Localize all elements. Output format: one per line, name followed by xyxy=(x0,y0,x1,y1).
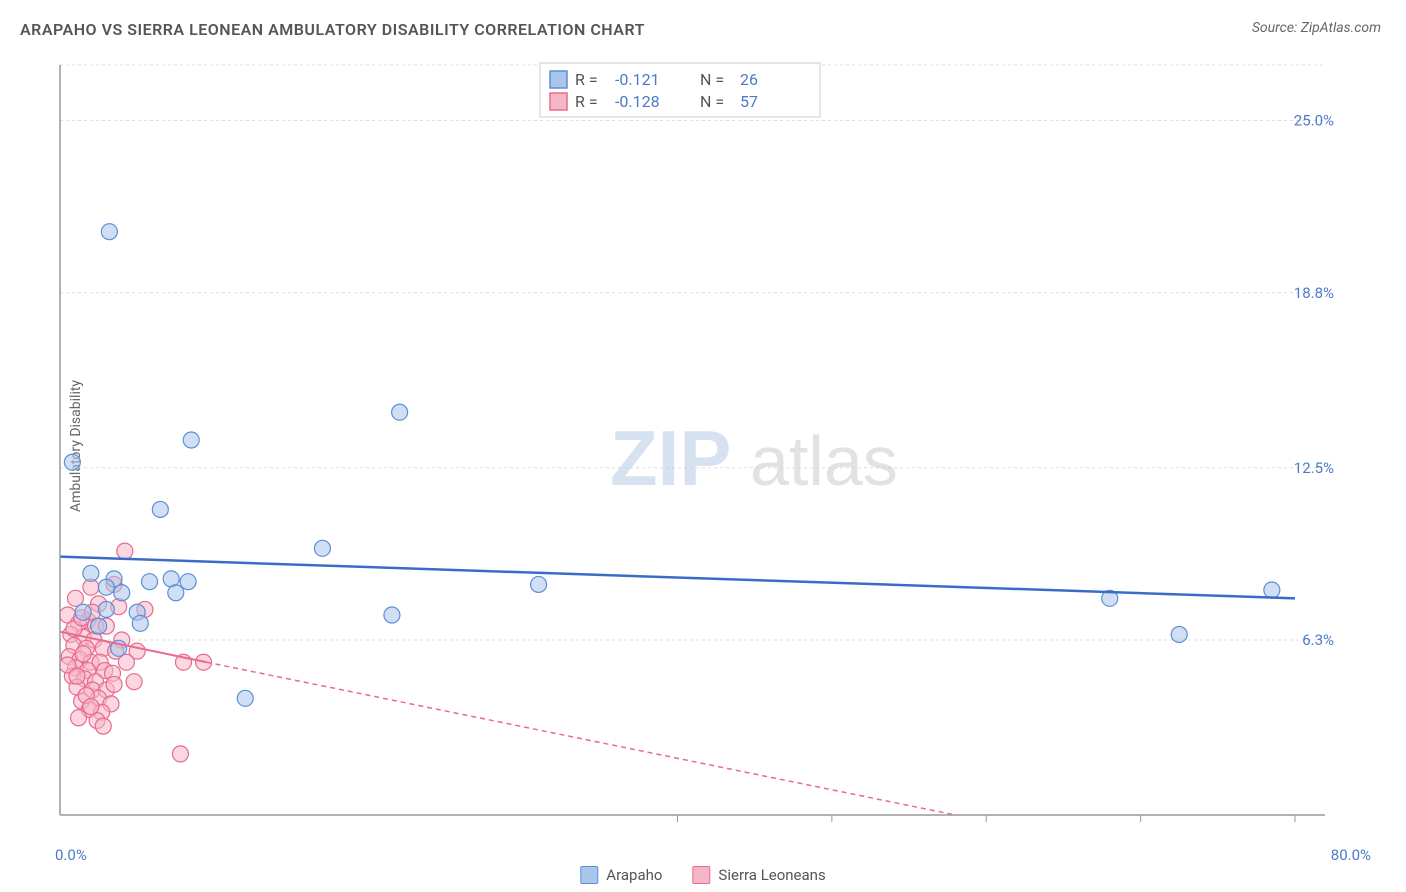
data-point-sierra xyxy=(117,543,133,559)
xtick-max-label: 80.0% xyxy=(1331,846,1371,864)
legend-swatch-pink-icon xyxy=(550,93,567,110)
chart-container: ARAPAHO VS SIERRA LEONEAN AMBULATORY DIS… xyxy=(0,0,1406,892)
scatter-plot-svg: ZIPatlas 6.3% 12.5% 18.8% 25.0% R = -0.121 N =… xyxy=(50,55,1340,835)
data-point-arapaho xyxy=(183,432,199,448)
plot-area: ZIPatlas 6.3% 12.5% 18.8% 25.0% R = -0.121 N =… xyxy=(50,55,1340,835)
data-point-sierra xyxy=(71,710,87,726)
legend-label-arapaho: Arapaho xyxy=(606,866,662,884)
legend-R-label: R = xyxy=(575,70,598,89)
chart-title: ARAPAHO VS SIERRA LEONEAN AMBULATORY DIS… xyxy=(20,20,645,39)
legend-N-label: N = xyxy=(700,70,724,89)
data-point-arapaho xyxy=(384,607,400,623)
ytick-label: 12.5% xyxy=(1294,459,1334,477)
data-point-sierra xyxy=(75,646,91,662)
data-point-arapaho xyxy=(237,690,253,706)
data-point-arapaho xyxy=(98,601,114,617)
data-point-sierra xyxy=(106,676,122,692)
data-point-sierra xyxy=(83,699,99,715)
data-point-sierra xyxy=(95,718,111,734)
legend-R-arapaho: -0.121 xyxy=(615,70,660,89)
legend-item-sierra: Sierra Leoneans xyxy=(692,866,825,884)
data-point-arapaho xyxy=(392,404,408,420)
xtick-min-label: 0.0% xyxy=(55,846,87,864)
trendline-arapaho xyxy=(60,557,1295,599)
svg-text:atlas: atlas xyxy=(750,422,898,500)
legend-N-sierra: 57 xyxy=(740,92,758,111)
legend-R-label: R = xyxy=(575,92,598,111)
ytick-label: 25.0% xyxy=(1294,112,1334,130)
ytick-label: 6.3% xyxy=(1302,631,1334,649)
legend-swatch-pink xyxy=(692,866,710,884)
data-point-arapaho xyxy=(91,618,107,634)
legend-R-sierra: -0.128 xyxy=(615,92,660,111)
data-point-arapaho xyxy=(314,540,330,556)
trendline-sierra-dashed xyxy=(207,662,956,815)
data-point-arapaho xyxy=(132,615,148,631)
source-attribution: Source: ZipAtlas.com xyxy=(1252,20,1381,36)
data-point-arapaho xyxy=(64,454,80,470)
legend-swatch-blue xyxy=(580,866,598,884)
data-point-arapaho xyxy=(101,224,117,240)
data-point-arapaho xyxy=(152,501,168,517)
data-point-arapaho xyxy=(75,604,91,620)
data-point-arapaho xyxy=(114,585,130,601)
bottom-legend: Arapaho Sierra Leoneans xyxy=(580,866,825,884)
data-point-sierra xyxy=(69,668,85,684)
data-point-arapaho xyxy=(83,565,99,581)
data-point-arapaho xyxy=(142,574,158,590)
ytick-label: 18.8% xyxy=(1294,284,1334,302)
data-point-sierra xyxy=(126,674,142,690)
data-point-arapaho xyxy=(180,574,196,590)
data-point-arapaho xyxy=(98,579,114,595)
data-point-sierra xyxy=(172,746,188,762)
svg-text:ZIP: ZIP xyxy=(610,414,731,502)
data-point-arapaho xyxy=(168,585,184,601)
legend-swatch-blue-icon xyxy=(550,71,567,88)
data-point-arapaho xyxy=(531,576,547,592)
data-point-arapaho xyxy=(1171,626,1187,642)
data-point-arapaho xyxy=(1264,582,1280,598)
legend-N-label: N = xyxy=(700,92,724,111)
legend-item-arapaho: Arapaho xyxy=(580,866,662,884)
legend-N-arapaho: 26 xyxy=(740,70,758,89)
legend-label-sierra: Sierra Leoneans xyxy=(718,866,825,884)
